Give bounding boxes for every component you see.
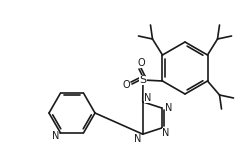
Text: S: S [139,75,146,85]
Text: N: N [134,134,141,144]
Text: N: N [164,103,172,113]
Text: O: O [137,58,144,68]
Text: N: N [144,93,151,103]
Text: N: N [162,128,169,138]
Text: N: N [52,131,59,141]
Text: O: O [122,80,129,90]
